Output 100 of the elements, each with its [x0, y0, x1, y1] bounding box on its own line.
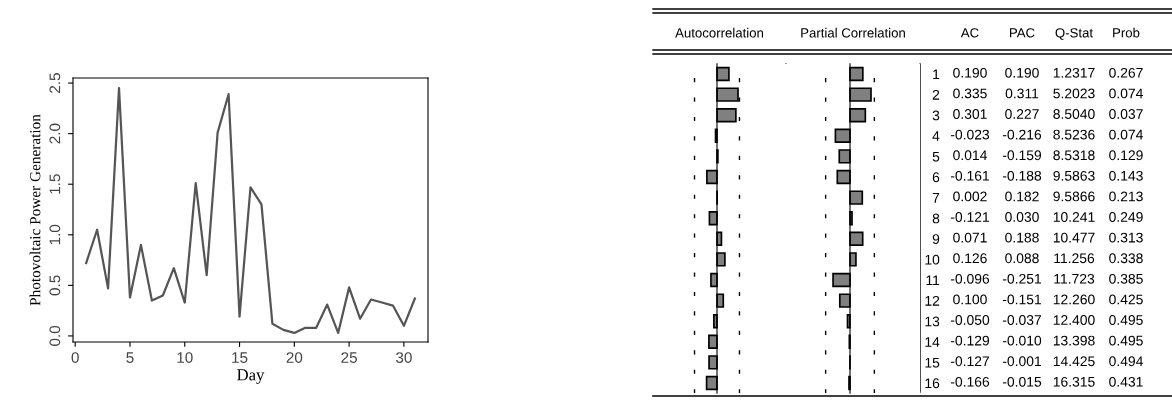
data-label: 10.477 [1053, 232, 1095, 243]
y-tick-label: 1.5 [49, 174, 61, 194]
chart-title: Partial Correlation [801, 27, 905, 38]
y-tick-label: 1.0 [49, 224, 61, 245]
data-label: 11.723 [1054, 273, 1095, 284]
data-label: 0.030 [1005, 212, 1039, 222]
data-label: 0.188 [1005, 232, 1039, 243]
data-label: 0.088 [1005, 253, 1039, 264]
x-tick-label: 30 [395, 352, 412, 363]
y-tick-label: 0.5 [49, 275, 61, 296]
y-tick-label: 11 [926, 275, 940, 286]
data-label: -0.127 [950, 356, 989, 367]
y-tick-label: 3 [932, 110, 940, 121]
y-tick-label: 13 [925, 316, 940, 327]
data-label: 9.5863 [1053, 170, 1095, 181]
data-label: 0.227 [1005, 109, 1039, 119]
x-tick-label: 0 [71, 352, 79, 363]
y-tick-label: 2.5 [49, 73, 61, 93]
data-label: -0.096 [950, 273, 990, 284]
data-label: 14.425 [1053, 356, 1095, 367]
x-tick-label: PAC [1010, 28, 1035, 38]
data-label: 0.431 [1109, 376, 1143, 387]
data-label: 10.241 [1053, 212, 1095, 222]
data-label: -0.216 [1002, 129, 1042, 140]
data-label: 0.425 [1109, 294, 1143, 305]
data-label: 8.5236 [1053, 129, 1095, 140]
y-tick-label: 1 [933, 69, 940, 80]
data-label: 12.400 [1053, 315, 1095, 325]
y-tick-label: 16 [925, 378, 940, 389]
y-tick-label: 2.0 [49, 123, 61, 144]
y-tick-label: 4 [932, 131, 940, 141]
data-label: -0.001 [1002, 356, 1042, 367]
x-tick-label: 20 [286, 352, 303, 363]
data-label: -0.023 [950, 129, 990, 140]
data-label: 12.260 [1053, 294, 1095, 305]
x-tick-label: AC [960, 28, 979, 38]
data-label: 0.190 [953, 67, 987, 78]
data-label: 0.002 [953, 191, 987, 202]
data-label: -0.015 [1002, 376, 1042, 387]
y-axis-title: Photovoltaic Power Generation [29, 114, 41, 306]
data-label: -0.129 [950, 335, 990, 346]
data-label: 0.037 [1109, 109, 1143, 119]
data-label: -0.251 [1002, 273, 1042, 284]
data-label: 8.5040 [1053, 109, 1095, 119]
data-label: 13.398 [1053, 335, 1095, 346]
data-label: 0.071 [953, 232, 987, 243]
data-label: 0.301 [953, 109, 987, 119]
data-label: -0.037 [1002, 315, 1041, 325]
y-tick-label: 8 [932, 213, 940, 224]
x-axis-title: Day [237, 369, 265, 384]
data-label: 0.074 [1109, 129, 1143, 140]
x-tick-label: Q-Stat [1055, 28, 1093, 40]
data-label: 0.074 [1109, 88, 1143, 99]
data-label: 0.190 [1005, 67, 1039, 78]
data-label: 0.249 [1109, 212, 1143, 222]
y-tick-label: 9 [932, 234, 940, 244]
data-label: 1.2317 [1053, 67, 1095, 78]
data-label: 0.267 [1109, 67, 1143, 78]
data-label: 0.143 [1109, 170, 1143, 181]
data-label: 11.256 [1054, 253, 1095, 264]
data-label: -0.188 [1002, 170, 1042, 181]
data-label: 0.495 [1109, 315, 1143, 325]
data-label: 0.213 [1109, 191, 1143, 202]
x-tick-label: 10 [177, 352, 193, 363]
data-label: 0.495 [1109, 335, 1143, 346]
y-tick-label: 14 [925, 337, 940, 347]
y-tick-label: 7 [932, 193, 940, 203]
data-label: 0.182 [1005, 191, 1039, 202]
chart-title: Autocorrelation [675, 27, 764, 38]
x-tick-label: 25 [341, 352, 357, 363]
y-tick-label: 12 [925, 295, 940, 306]
data-label: -0.166 [950, 376, 990, 387]
y-tick-label: 0.0 [49, 325, 61, 346]
data-label: 0.311 [1005, 88, 1039, 99]
data-label: -0.050 [950, 315, 990, 325]
data-label: -0.121 [950, 212, 990, 222]
data-label: 0.126 [953, 253, 987, 264]
y-tick-label: 2 [932, 89, 940, 100]
data-label: 8.5318 [1053, 150, 1095, 161]
data-label: 0.385 [1109, 273, 1143, 284]
y-tick-label: 6 [932, 172, 940, 183]
data-label: 0.313 [1109, 232, 1143, 243]
x-tick-label: 15 [232, 352, 248, 363]
data-label: 0.014 [953, 150, 987, 161]
x-tick-label: Prob [1113, 27, 1140, 38]
y-tick-label: 5 [932, 151, 940, 162]
data-label: 0.338 [1109, 253, 1143, 264]
data-label: -0.161 [950, 170, 990, 181]
y-tick-label: 10 [925, 254, 940, 265]
data-label: -0.151 [1002, 294, 1042, 305]
data-label: -0.010 [1002, 335, 1042, 346]
data-label: 0.335 [953, 88, 987, 99]
data-label: 9.5866 [1053, 191, 1095, 202]
data-label: 5.2023 [1053, 88, 1095, 99]
data-label: 0.100 [953, 294, 987, 305]
data-label: 0.129 [1109, 150, 1143, 161]
data-label: 16.315 [1053, 376, 1095, 387]
data-label: 0.494 [1109, 356, 1143, 367]
x-tick-label: 5 [126, 352, 134, 363]
data-label: -0.159 [1002, 150, 1042, 161]
